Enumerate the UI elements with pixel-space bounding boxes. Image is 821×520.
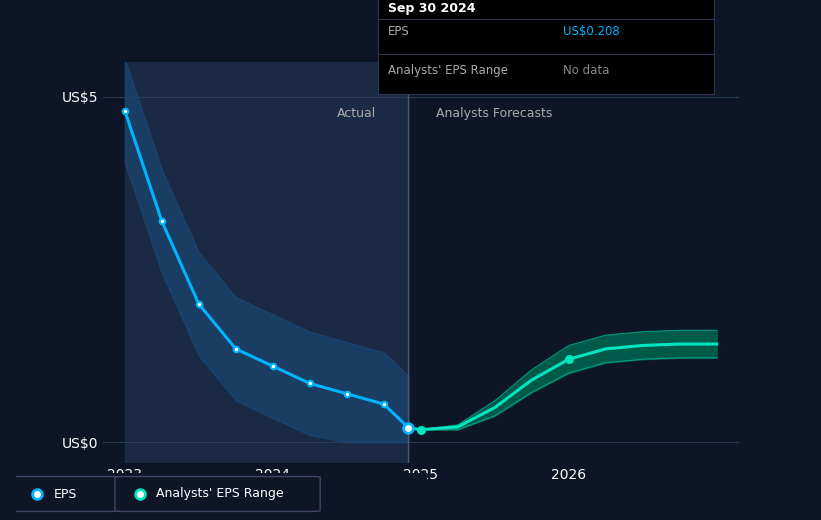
FancyBboxPatch shape <box>12 476 119 512</box>
Bar <box>125 62 409 463</box>
Text: Actual: Actual <box>337 107 376 120</box>
Text: Analysts' EPS Range: Analysts' EPS Range <box>156 488 283 500</box>
Text: US$0.208: US$0.208 <box>563 24 620 38</box>
Text: EPS: EPS <box>53 488 76 500</box>
Text: No data: No data <box>563 64 609 77</box>
Text: Sep 30 2024: Sep 30 2024 <box>388 2 475 15</box>
Text: Analysts' EPS Range: Analysts' EPS Range <box>388 64 507 77</box>
Text: EPS: EPS <box>388 24 410 38</box>
FancyBboxPatch shape <box>115 476 320 512</box>
Text: Analysts Forecasts: Analysts Forecasts <box>436 107 552 120</box>
